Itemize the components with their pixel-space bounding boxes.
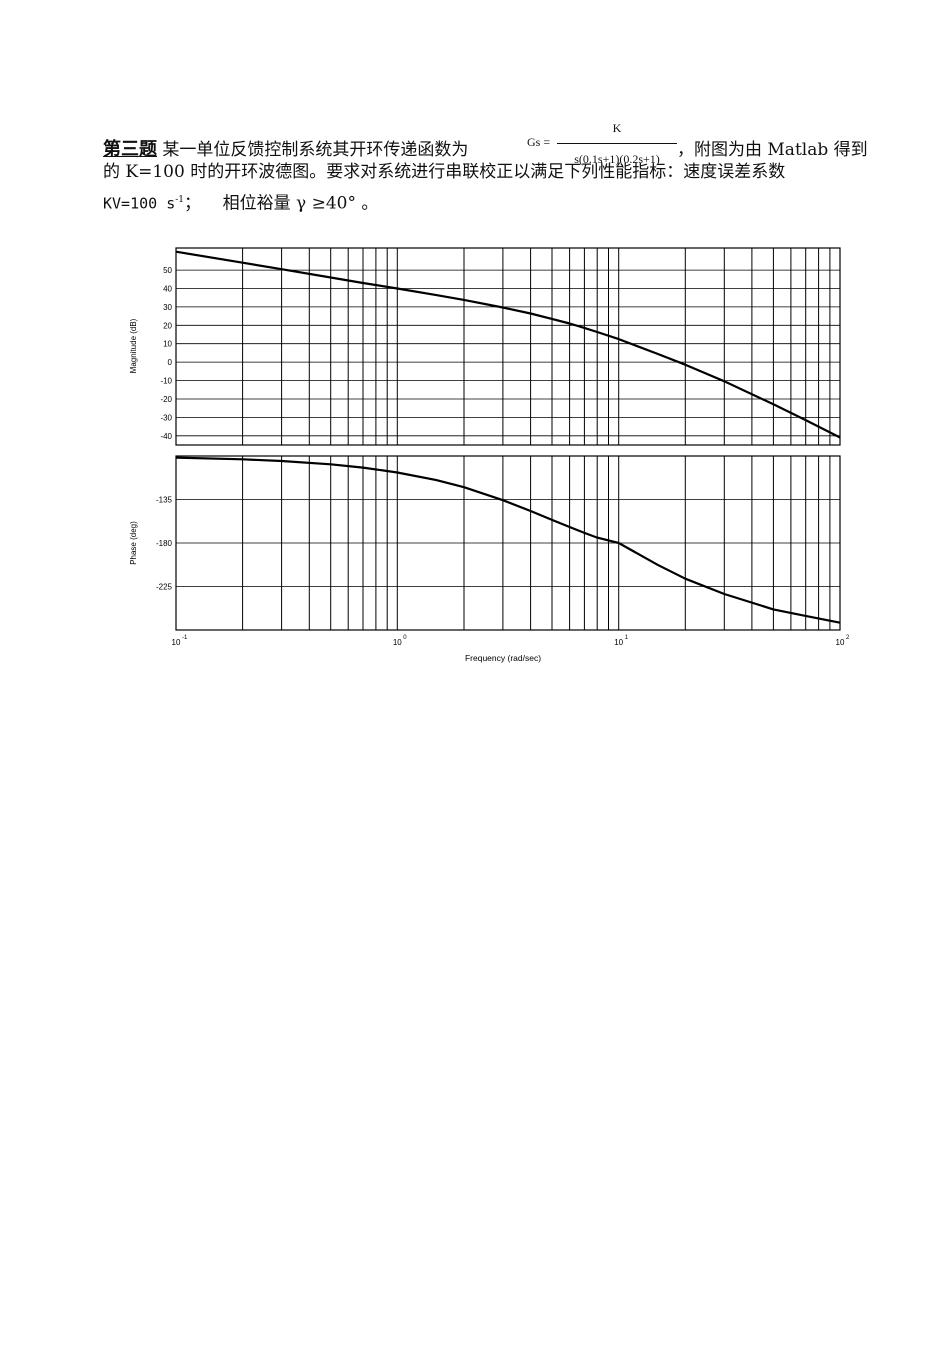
phase-y-tick-label: -180 xyxy=(156,539,173,548)
x-tick-exponent: 0 xyxy=(403,635,407,641)
problem-line-3: KV=100 s-1； 相位裕量 γ ≥40° 。 xyxy=(103,186,878,218)
kv-requirement: KV=100 s xyxy=(103,194,176,213)
x-tick-exponent: 2 xyxy=(846,635,850,641)
x-tick-exponent: -1 xyxy=(182,635,188,641)
magnitude-y-tick-label: 40 xyxy=(163,285,172,294)
magnitude-y-tick-label: -10 xyxy=(160,377,172,386)
magnitude-y-tick-label: 10 xyxy=(163,340,172,349)
problem-after-formula: ，附图为由 Matlab 得到 xyxy=(677,140,868,160)
x-axis-label: Frequency (rad/sec) xyxy=(465,653,541,663)
magnitude-y-tick-label: 50 xyxy=(163,266,172,275)
transfer-function-numerator: K xyxy=(557,114,677,144)
magnitude-y-tick-label: -40 xyxy=(160,432,172,441)
transfer-function-lhs: Gs = xyxy=(527,135,551,149)
magnitude-y-tick-label: 20 xyxy=(163,321,172,330)
transfer-function-denominator: s(0.1s+1)(0.2s+1) xyxy=(574,152,660,166)
x-tick-label: 10 xyxy=(393,638,402,647)
kv-separator: ； xyxy=(184,193,202,214)
transfer-function-fraction: K s(0.1s+1)(0.2s+1) xyxy=(557,114,677,173)
phase-margin-requirement: 相位裕量 γ ≥40° 。 xyxy=(222,193,379,214)
phase-y-axis-label: Phase (deg) xyxy=(129,521,138,565)
kv-exponent: -1 xyxy=(175,195,185,205)
phase-y-tick-label: -225 xyxy=(156,583,173,592)
magnitude-y-tick-label: -20 xyxy=(160,395,172,404)
problem-line-1: 第三题 某一单位反馈控制系统其开环传递函数为 Gs = K s(0.1s+1)(… xyxy=(103,114,878,166)
x-tick-exponent: 1 xyxy=(625,635,629,641)
problem-statement: 第三题 某一单位反馈控制系统其开环传递函数为 Gs = K s(0.1s+1)(… xyxy=(103,114,878,218)
magnitude-y-tick-label: 30 xyxy=(163,303,172,312)
phase-y-tick-label: -135 xyxy=(156,496,173,505)
magnitude-y-tick-label: -30 xyxy=(160,413,172,422)
magnitude-y-tick-label: 0 xyxy=(168,358,173,367)
x-tick-label: 10 xyxy=(614,638,623,647)
problem-lead: 第三题 某一单位反馈控制系统其开环传递函数为 xyxy=(103,136,468,164)
x-tick-label: 10 xyxy=(172,638,181,647)
x-tick-label: 10 xyxy=(836,638,845,647)
phase-curve xyxy=(175,456,841,624)
problem-line-2: 的 K=100 时的开环波德图。要求对系统进行串联校正以满足下列性能指标：速度误… xyxy=(103,162,786,182)
magnitude-panel: 50 40 30 20 10 0 -10 -20 -30 -40 Magnitude (dB) xyxy=(129,247,841,446)
magnitude-y-axis-label: Magnitude (dB) xyxy=(129,318,138,373)
magnitude-curve xyxy=(175,250,841,439)
magnitude-plot-frame xyxy=(175,247,841,446)
problem-title: 第三题 xyxy=(103,139,157,160)
problem-intro: 某一单位反馈控制系统其开环传递函数为 xyxy=(162,140,469,160)
